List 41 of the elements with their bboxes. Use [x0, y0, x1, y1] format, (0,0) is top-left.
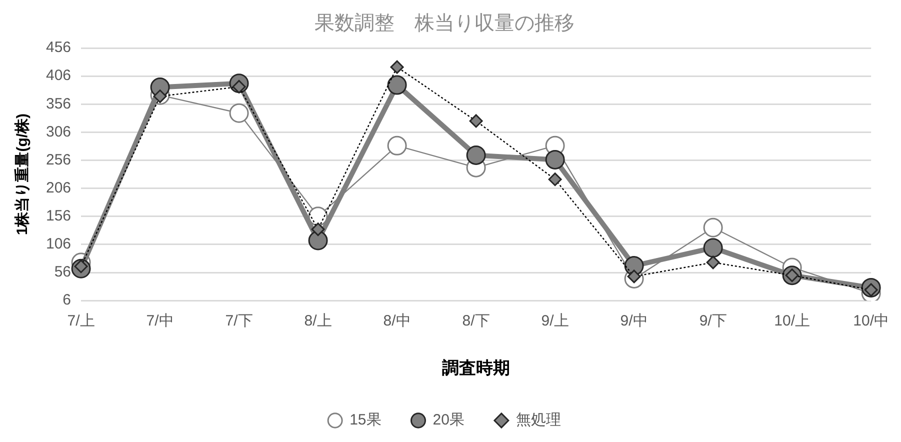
y-tick-label: 56 [54, 264, 72, 281]
y-tick-label: 206 [46, 179, 72, 196]
point [390, 60, 404, 74]
y-axis-title: 1株当り重量(g/株) [14, 113, 32, 236]
y-tick-label: 106 [46, 236, 72, 253]
point [545, 150, 565, 170]
x-tick-label: 9/上 [541, 312, 569, 330]
y-tick-label: 356 [46, 95, 72, 112]
point [706, 256, 720, 270]
y-tick-label: 156 [46, 208, 72, 225]
x-axis-title: 調査時期 [442, 358, 510, 378]
x-tick-label: 8/上 [304, 312, 332, 330]
y-tick-label: 456 [46, 39, 72, 56]
point [466, 145, 486, 165]
x-tick-label: 7/中 [146, 312, 174, 330]
x-tick-label: 9/中 [620, 312, 648, 330]
legend-label: 15果 [350, 412, 382, 429]
x-tick-label: 7/下 [225, 312, 253, 330]
y-tick-label: 406 [46, 67, 72, 84]
point [153, 90, 167, 104]
y-tick-label: 306 [46, 123, 72, 140]
x-tick-label: 9/下 [699, 312, 727, 330]
legend-label: 20果 [432, 412, 464, 429]
x-tick-label: 10/上 [774, 312, 810, 330]
x-tick-label: 8/下 [462, 312, 490, 330]
x-tick-label: 10/中 [853, 312, 890, 330]
point [703, 238, 723, 258]
point [469, 114, 483, 128]
chart-title: 果数調整 株当り収量の推移 [314, 12, 574, 35]
point [229, 103, 249, 123]
y-tick-label: 6 [62, 292, 72, 309]
point [308, 230, 328, 250]
point [703, 218, 723, 238]
legend-label: 無処理 [516, 412, 561, 429]
point [548, 172, 562, 186]
x-tick-label: 8/中 [383, 312, 411, 330]
point [387, 75, 407, 95]
point [387, 136, 407, 156]
point [311, 222, 325, 236]
y-tick-label: 256 [46, 151, 72, 168]
x-tick-label: 7/上 [67, 312, 95, 330]
